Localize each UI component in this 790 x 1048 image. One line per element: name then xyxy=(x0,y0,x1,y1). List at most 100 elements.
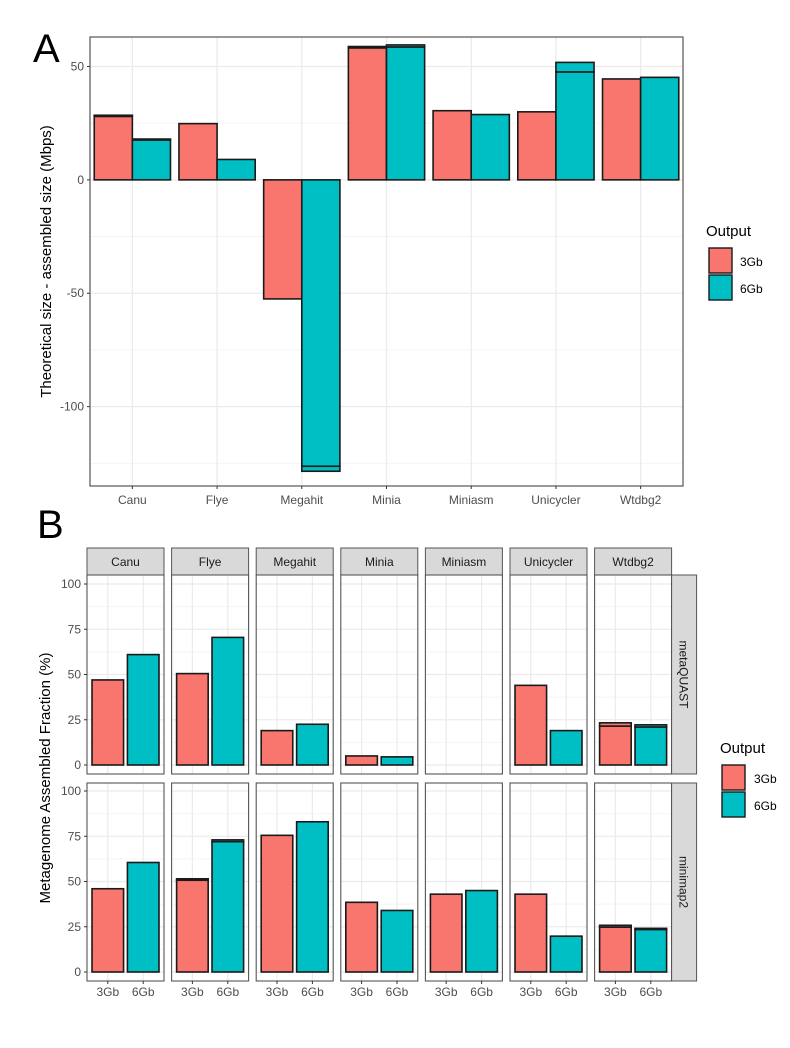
bar-minimap2-wtdbg2-3Gb xyxy=(598,926,632,973)
x-tick-label: Megahit xyxy=(280,493,323,507)
facet-border xyxy=(171,782,250,982)
x-tick-label: 6Gb xyxy=(301,985,324,999)
x-tick-label: Unicycler xyxy=(531,493,580,507)
bar-3Gb-wtdbg2 xyxy=(601,78,642,181)
bar-minimap2-megahit-6Gb xyxy=(295,820,329,973)
facet-strip-wtdbg2 xyxy=(594,547,673,576)
bar-3Gb-flye xyxy=(178,122,218,181)
bar-3Gb-canu xyxy=(93,114,134,118)
x-tick-label: 6Gb xyxy=(216,985,239,999)
legend-label-6Gb: 6Gb xyxy=(740,282,763,296)
facet-border xyxy=(509,574,588,775)
y-axis-title: Theoretical size - assembled size (Mbps) xyxy=(38,125,55,398)
y-tick-label: 0 xyxy=(74,965,81,979)
bar-minimap2-flye-6Gb xyxy=(211,840,245,973)
legend-key-6Gb xyxy=(721,791,746,818)
x-tick-label: 3Gb xyxy=(350,985,373,999)
x-tick-label: 6Gb xyxy=(386,985,409,999)
facet-row-strip-minimap2 xyxy=(671,782,698,982)
bar-minimap2-miniasm-3Gb xyxy=(429,893,463,973)
x-tick-label: 6Gb xyxy=(132,985,155,999)
facet-row-label: minimap2 xyxy=(677,856,691,908)
bar-metaquast-minia-3Gb xyxy=(345,755,379,766)
bar-minimap2-unicycler-3Gb xyxy=(514,893,548,973)
x-tick-label: 3Gb xyxy=(435,985,458,999)
x-tick-label: Canu xyxy=(118,493,147,507)
y-tick-label: 0 xyxy=(74,758,81,772)
facet-strip-canu xyxy=(86,547,165,576)
facet-strip-label: Miniasm xyxy=(442,555,487,569)
facet-strip-megahit xyxy=(255,547,334,576)
facet-border xyxy=(340,574,419,775)
legend-key-3Gb xyxy=(708,247,733,274)
bar-6Gb-flye xyxy=(216,158,256,181)
bar-6Gb-megahit xyxy=(300,465,341,473)
bar-3Gb-minia xyxy=(347,45,388,49)
bar-3Gb-unicycler xyxy=(517,111,557,181)
y-tick-label: 50 xyxy=(71,59,85,73)
bar-metaquast-flye-6Gb xyxy=(211,636,245,766)
bar-minimap2-minia-3Gb xyxy=(345,901,379,973)
y-tick-label: 0 xyxy=(77,173,84,187)
bar-6Gb-wtdbg2 xyxy=(639,76,680,181)
y-tick-label: 100 xyxy=(61,577,81,591)
facet-strip-miniasm xyxy=(424,547,503,576)
facet-strip-label: Unicycler xyxy=(524,555,573,569)
bar-3Gb-minia xyxy=(347,47,388,181)
bar-minimap2-flye-3Gb xyxy=(175,879,209,973)
bar-metaquast-megahit-6Gb xyxy=(295,723,329,766)
bar-minimap2-minia-6Gb xyxy=(380,909,414,973)
bar-6Gb-unicycler xyxy=(555,71,595,181)
facet-strip-label: Wtdbg2 xyxy=(612,555,654,569)
bar-6Gb-minia xyxy=(385,46,426,181)
y-tick-label: 25 xyxy=(68,713,82,727)
x-tick-label: Miniasm xyxy=(449,493,494,507)
bar-6Gb-minia xyxy=(385,44,426,48)
bar-minimap2-wtdbg2-6Gb xyxy=(634,928,668,973)
bar-metaquast-wtdbg2-3Gb xyxy=(598,725,632,766)
bar-6Gb-canu xyxy=(131,139,172,181)
bar-metaquast-unicycler-3Gb xyxy=(514,684,548,766)
bar-minimap2-wtdbg2-3Gb xyxy=(598,924,632,928)
bar-3Gb-miniasm xyxy=(432,109,473,181)
legend-key-6Gb xyxy=(708,274,733,301)
facet-strip-label: Megahit xyxy=(273,555,316,569)
y-tick-label: 100 xyxy=(61,784,81,798)
facet-strip-label: Flye xyxy=(199,555,222,569)
bar-minimap2-flye-3Gb xyxy=(175,877,209,882)
bar-3Gb-canu xyxy=(93,115,134,181)
y-tick-label: 50 xyxy=(68,875,82,889)
y-tick-label: 50 xyxy=(68,668,82,682)
bar-6Gb-miniasm xyxy=(470,113,511,181)
bar-metaquast-wtdbg2-6Gb xyxy=(634,726,668,766)
y-tick-label: 25 xyxy=(68,920,82,934)
bar-minimap2-megahit-3Gb xyxy=(260,834,294,973)
facet-border xyxy=(255,782,334,982)
bar-minimap2-wtdbg2-6Gb xyxy=(634,927,668,931)
bar-metaquast-canu-6Gb xyxy=(126,653,160,766)
legend-title: Output xyxy=(706,223,752,240)
bar-minimap2-miniasm-6Gb xyxy=(465,889,499,973)
panel-a: A -100 -50 0 50 Canu Flye Megahit Minia Miniasm Un… xyxy=(33,27,763,507)
legend-key-3Gb xyxy=(721,764,746,791)
bar-metaquast-minia-6Gb xyxy=(380,756,414,766)
y-tick-label: 75 xyxy=(68,622,82,636)
y-axis-title: Metagenome Assembled Fraction (%) xyxy=(37,653,54,904)
bar-metaquast-wtdbg2-3Gb xyxy=(598,722,632,727)
legend-label-3Gb: 3Gb xyxy=(740,255,763,269)
facet-border xyxy=(255,574,334,775)
panel-label-a: A xyxy=(33,27,60,71)
x-tick-label: 3Gb xyxy=(266,985,289,999)
facet-border xyxy=(340,782,419,982)
facet-strip-minia xyxy=(340,547,419,576)
x-tick-label: 3Gb xyxy=(181,985,204,999)
facet-strip-label: Canu xyxy=(111,555,140,569)
facet-strip-label: Minia xyxy=(365,555,394,569)
facet-row-label: metaQUAST xyxy=(677,640,691,709)
facet-border xyxy=(171,574,250,775)
x-tick-label: Flye xyxy=(206,493,229,507)
legend-label-6Gb: 6Gb xyxy=(754,799,777,813)
facet-row-strip-metaquast xyxy=(671,574,698,775)
bar-minimap2-canu-6Gb xyxy=(126,861,160,973)
